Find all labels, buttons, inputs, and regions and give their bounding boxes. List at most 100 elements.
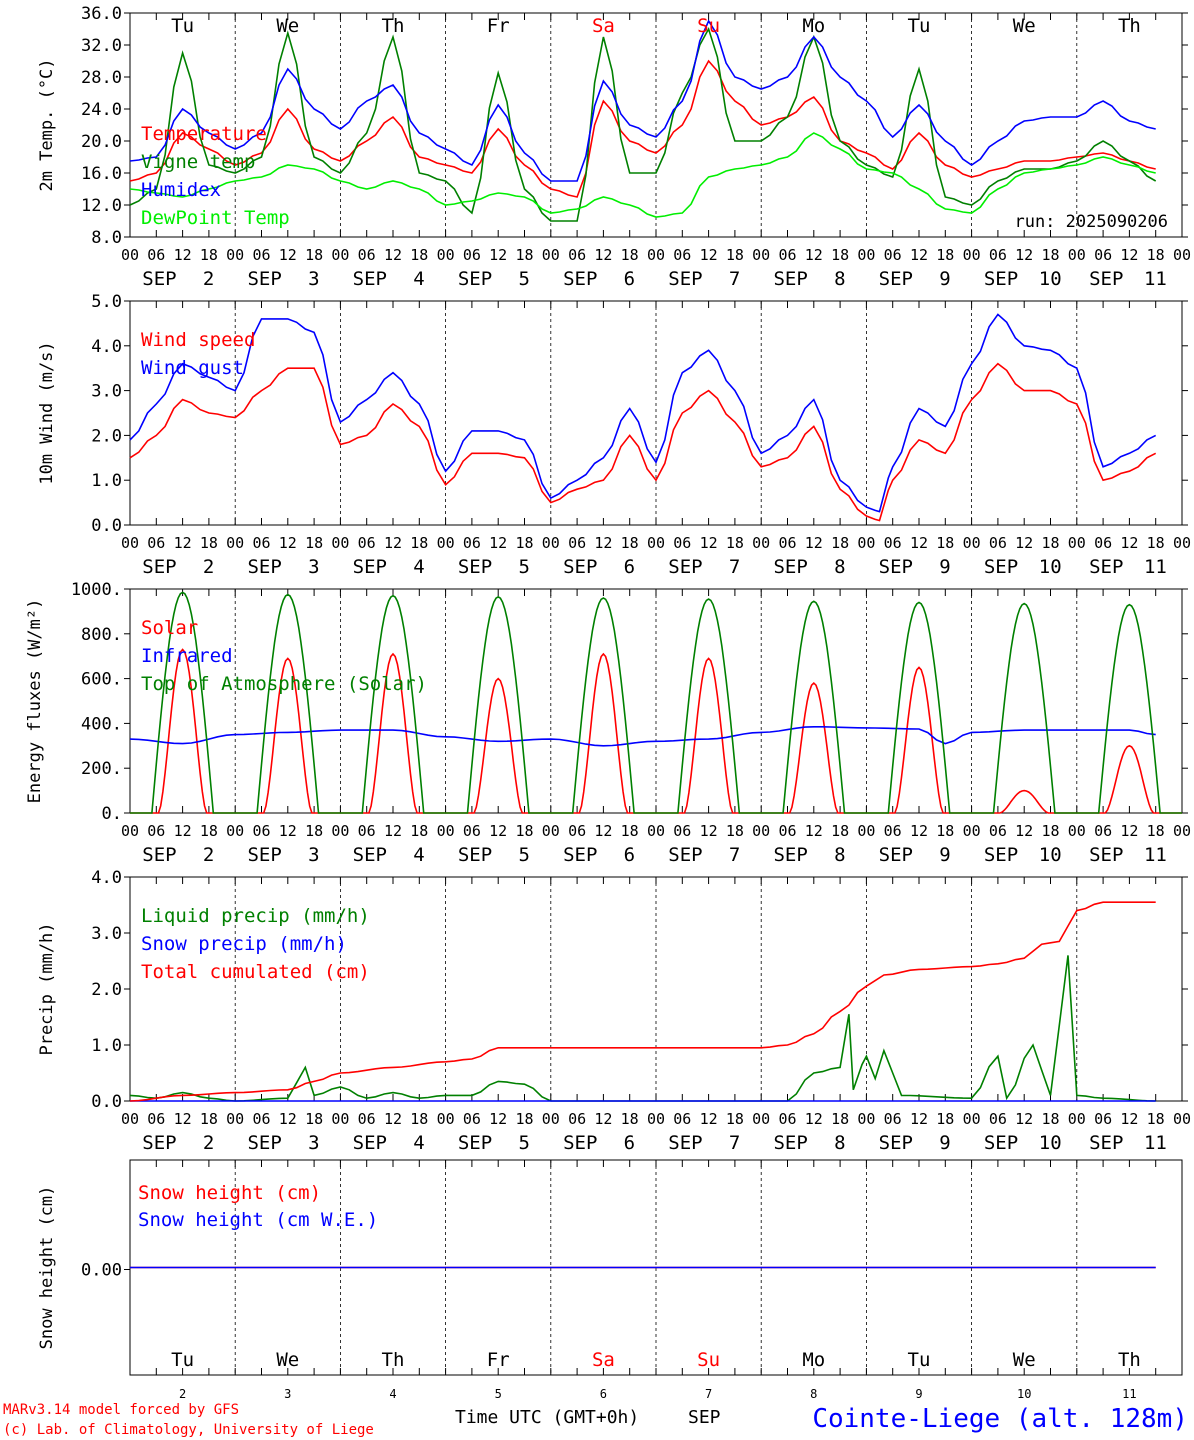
date-day-label: 10 — [1039, 268, 1062, 290]
hour-tick-label: 12 — [1120, 822, 1138, 840]
y-tick-label: 24.0 — [81, 100, 122, 120]
legend-entry: Total cumulated (cm) — [141, 961, 370, 983]
date-day-label: 9 — [939, 556, 950, 578]
hour-tick-label: 18 — [200, 1110, 218, 1128]
hour-tick-label: 00 — [226, 246, 244, 264]
hour-tick-label: 00 — [121, 534, 139, 552]
hour-tick-label: 18 — [621, 822, 639, 840]
date-day-label: 5 — [518, 844, 529, 866]
hour-tick-label: 12 — [805, 1110, 823, 1128]
hour-tick-label: 00 — [542, 534, 560, 552]
weekday-label-top: We — [1013, 15, 1036, 37]
y-tick-label: 4.0 — [91, 337, 122, 357]
y-tick-label: 400. — [81, 714, 122, 734]
date-month-label: SEP — [984, 268, 1018, 290]
y-tick-label: 1.0 — [91, 471, 122, 491]
date-month-label: SEP — [353, 844, 387, 866]
weekday-label-top: We — [276, 15, 299, 37]
hour-tick-label: 18 — [1041, 246, 1059, 264]
hour-tick-label: 18 — [831, 534, 849, 552]
y-axis-label: Energy fluxes (W/m²) — [25, 599, 45, 804]
series-line-humidex — [129, 19, 1156, 182]
hour-tick-label: 12 — [174, 246, 192, 264]
hour-tick-label: 18 — [936, 534, 954, 552]
y-tick-label: 28.0 — [81, 68, 122, 88]
date-small-label: 9 — [915, 1387, 922, 1401]
date-day-label: 11 — [1144, 844, 1167, 866]
hour-tick-label: 00 — [963, 822, 981, 840]
plot-frame — [129, 588, 1183, 814]
hour-tick-label: 18 — [515, 822, 533, 840]
y-tick-label: 1000. — [71, 580, 122, 600]
weekday-label-bottom: Mo — [802, 1349, 825, 1371]
y-tick-label: 0.0 — [91, 1092, 122, 1112]
series-line-top-of-atmosphere-solar — [130, 591, 1182, 814]
hour-tick-label: 12 — [805, 534, 823, 552]
hour-tick-label: 12 — [174, 1110, 192, 1128]
panel-3: 0. 200. 400. 600. 800. 1000. Energy fluxes (W/… — [25, 580, 1191, 866]
hour-tick-label: 18 — [726, 1110, 744, 1128]
hour-tick-label: 18 — [621, 1110, 639, 1128]
y-axis-label: 10m Wind (m/s) — [37, 341, 57, 484]
y-axis-label: Precip (mm/h) — [37, 922, 57, 1055]
hour-tick-label: 00 — [963, 246, 981, 264]
hour-tick-label: 06 — [463, 822, 481, 840]
panels: 8.012.016.020.024.028.032.036.02m Temp. … — [25, 4, 1191, 1401]
hour-tick-label: 06 — [884, 246, 902, 264]
hour-tick-label: 06 — [673, 1110, 691, 1128]
date-month-label: SEP — [247, 268, 281, 290]
hour-tick-label: 00 — [1173, 534, 1191, 552]
hour-tick-label: 18 — [305, 246, 323, 264]
hour-tick-label: 12 — [1015, 534, 1033, 552]
date-month-label: SEP — [879, 268, 913, 290]
series-line-wind-gust — [129, 313, 1157, 513]
hour-tick-label: 06 — [989, 822, 1007, 840]
hour-tick-label: 12 — [279, 246, 297, 264]
date-month-label: SEP — [353, 1132, 387, 1154]
y-tick-label: 36.0 — [81, 4, 122, 24]
date-month-label: SEP — [563, 1132, 597, 1154]
hour-tick-label: 18 — [200, 822, 218, 840]
hour-tick-label: 12 — [489, 534, 507, 552]
hour-tick-label: 18 — [936, 822, 954, 840]
series-line-vigne-temp — [129, 26, 1157, 222]
legend-entry: Wind gust — [141, 357, 244, 379]
hour-tick-label: 06 — [147, 246, 165, 264]
panel-1: 8.0 12.0 16.0 20.0 24.0 28.0 32.0 36.0 2m Temp. … — [37, 4, 1191, 290]
y-tick-label: 12.0 — [81, 196, 122, 216]
date-day-label: 9 — [939, 268, 950, 290]
hour-tick-label: 18 — [936, 246, 954, 264]
date-day-label: 11 — [1144, 556, 1167, 578]
date-day-label: 9 — [939, 844, 950, 866]
hour-tick-label: 00 — [857, 1110, 875, 1128]
hour-tick-label: 06 — [989, 246, 1007, 264]
hour-tick-label: 12 — [489, 246, 507, 264]
weekday-label-bottom: Tu — [908, 1349, 931, 1371]
hour-tick-label: 00 — [857, 246, 875, 264]
hour-tick-label: 00 — [542, 246, 560, 264]
date-month-label: SEP — [458, 556, 492, 578]
weekday-label-bottom: Su — [697, 1349, 720, 1371]
hour-tick-label: 18 — [515, 534, 533, 552]
date-small-label: 5 — [495, 1387, 502, 1401]
date-month-label: SEP — [668, 268, 702, 290]
date-month-label: SEP — [773, 1132, 807, 1154]
hour-tick-label: 00 — [121, 1110, 139, 1128]
plot-frame — [129, 300, 1183, 526]
hour-tick-label: 06 — [147, 822, 165, 840]
credit-line-2: (c) Lab. of Climatology, University of L… — [3, 1422, 374, 1438]
hour-tick-label: 12 — [594, 1110, 612, 1128]
hour-tick-label: 12 — [1015, 822, 1033, 840]
hour-tick-label: 12 — [910, 1110, 928, 1128]
hour-tick-label: 18 — [831, 1110, 849, 1128]
y-tick-label: 0.0 — [91, 516, 122, 536]
date-month-label: SEP — [984, 556, 1018, 578]
y-tick-label: 20.0 — [81, 132, 122, 152]
date-day-label: 3 — [308, 556, 319, 578]
hour-tick-label: 06 — [1094, 534, 1112, 552]
y-tick-label: 200. — [81, 759, 122, 779]
hour-tick-label: 18 — [1147, 534, 1165, 552]
y-tick-label: 3.0 — [91, 382, 122, 402]
series-line-wind-speed — [129, 362, 1157, 522]
